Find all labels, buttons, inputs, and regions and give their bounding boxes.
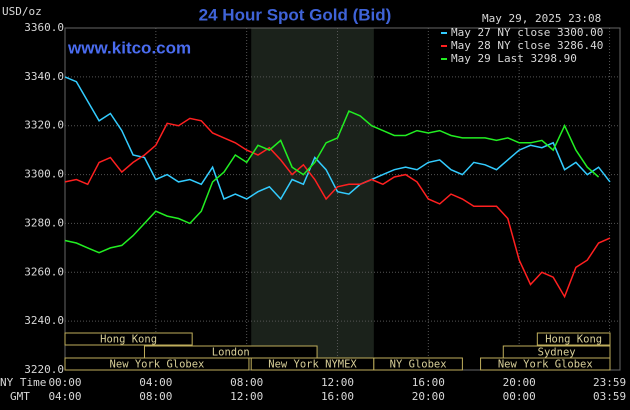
session-box (64, 332, 193, 346)
x-tick-label: 12:00 (321, 376, 354, 389)
y-tick-label: 3220.0 (24, 363, 64, 376)
y-axis-label: USD/oz (2, 5, 42, 18)
y-tick-label: 3300.0 (24, 168, 64, 181)
x2-row-label: GMT (10, 390, 30, 403)
x-tick-label: 20:00 (503, 376, 536, 389)
session-label: London (212, 347, 250, 359)
x2-tick-label: 04:00 (48, 390, 81, 403)
x2-tick-label: 03:59 (593, 390, 626, 403)
x2-tick-label: 08:00 (139, 390, 172, 403)
chart-title: 24 Hour Spot Gold (Bid) (199, 5, 392, 24)
x-tick-label: 23:59 (593, 376, 626, 389)
legend-label: May 27 NY close 3300.00 (451, 26, 603, 39)
session-label: New York NYMEX (268, 359, 357, 371)
x-tick-label: 04:00 (139, 376, 172, 389)
session-label: Hong Kong (545, 334, 602, 346)
session-label: NY Globex (390, 359, 447, 371)
legend-label: May 28 NY close 3286.40 (451, 39, 603, 52)
session-label: New York Globex (110, 359, 205, 371)
x-tick-label: 08:00 (230, 376, 263, 389)
site-label: www.kitco.com (67, 38, 191, 57)
series-line (64, 76, 611, 201)
y-tick-label: 3240.0 (24, 314, 64, 327)
session-box (536, 332, 611, 346)
x2-tick-label: 00:00 (503, 390, 536, 403)
x2-tick-label: 16:00 (321, 390, 354, 403)
highlight-band (251, 28, 374, 370)
x2-tick-label: 12:00 (230, 390, 263, 403)
series-line (64, 110, 600, 254)
legend-label: May 29 Last 3298.90 (451, 52, 577, 65)
y-tick-label: 3260.0 (24, 265, 64, 278)
y-tick-label: 3320.0 (24, 119, 64, 132)
y-tick-label: 3280.0 (24, 216, 64, 229)
x-row-label: NY Time (0, 376, 46, 389)
session-box (64, 357, 250, 371)
x-tick-label: 00:00 (48, 376, 81, 389)
y-tick-label: 3340.0 (24, 70, 64, 83)
series-line (64, 117, 611, 299)
session-label: New York Globex (498, 359, 593, 371)
timestamp: May 29, 2025 23:08 (482, 12, 601, 25)
x-tick-label: 16:00 (412, 376, 445, 389)
x2-tick-label: 20:00 (412, 390, 445, 403)
y-tick-label: 3360.0 (24, 21, 64, 34)
session-label: Hong Kong (100, 334, 157, 346)
session-label: Sydney (538, 347, 576, 359)
session-box (480, 357, 611, 371)
session-box (373, 357, 463, 371)
